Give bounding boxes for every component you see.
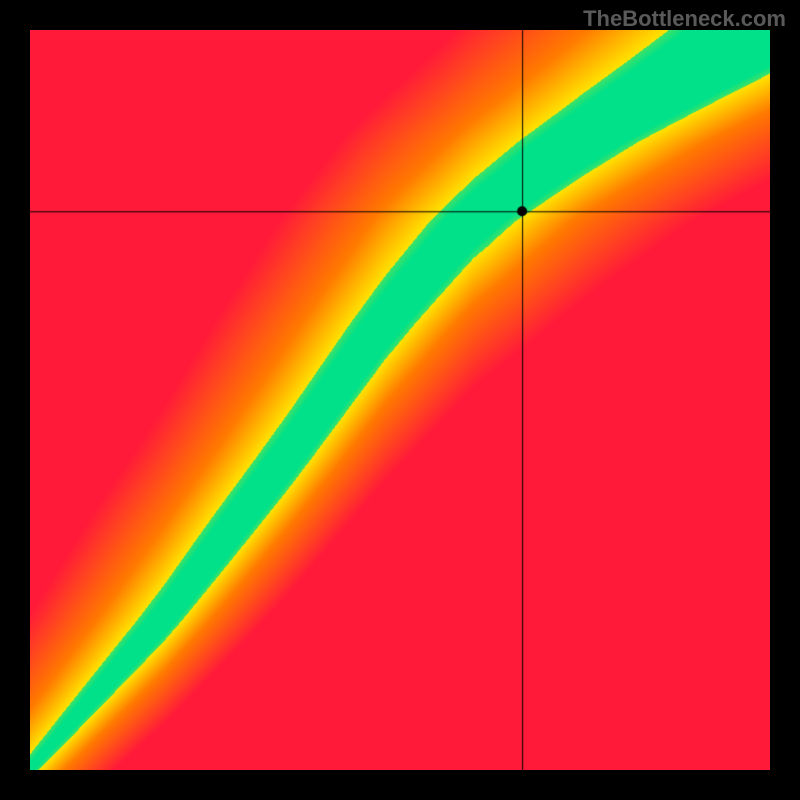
watermark-text: TheBottleneck.com	[583, 6, 786, 32]
chart-container: TheBottleneck.com	[0, 0, 800, 800]
bottleneck-heatmap	[30, 30, 770, 770]
